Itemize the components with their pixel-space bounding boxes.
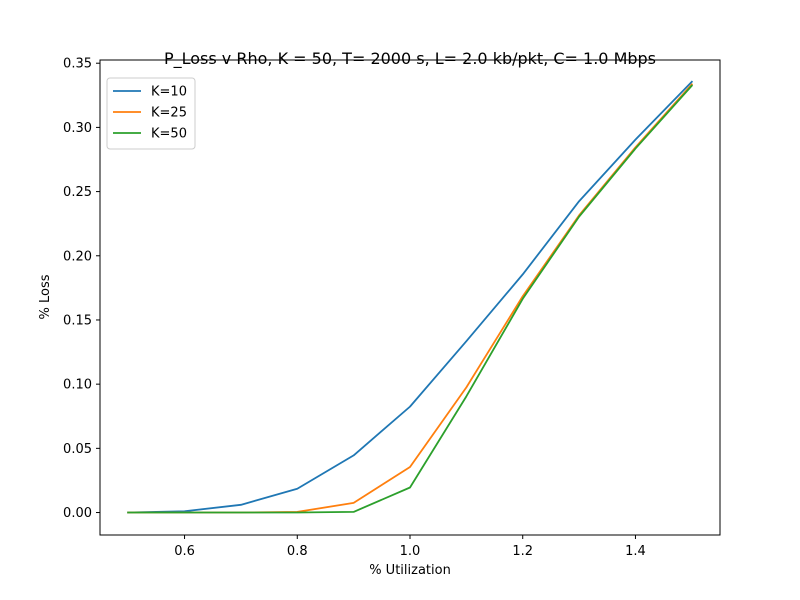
series-line-k50 [127, 84, 694, 514]
y-tick-label: 0.20 [63, 249, 92, 264]
y-tick-label: 0.10 [63, 378, 92, 393]
chart-title: P_Loss v Rho, K = 50, T= 2000 s, L= 2.0 … [164, 49, 656, 69]
x-tick-label: 0.8 [287, 544, 308, 559]
series-line-k10 [127, 80, 694, 514]
y-tick-label: 0.15 [63, 313, 92, 328]
y-tick-label: 0.05 [63, 442, 92, 457]
x-tick-label: 1.4 [625, 544, 646, 559]
x-axis: 0.6 0.8 1.0 1.2 1.4 [174, 535, 646, 559]
x-tick-label: 1.0 [400, 544, 421, 559]
y-axis: 0.00 0.05 0.10 0.15 0.20 0.25 0.30 0.35 [63, 57, 100, 521]
legend-label: K=50 [151, 127, 187, 142]
y-tick-label: 0.00 [63, 506, 92, 521]
y-tick-label: 0.25 [63, 185, 92, 200]
legend-label: K=25 [151, 106, 187, 121]
y-tick-label: 0.30 [63, 121, 92, 136]
x-tick-label: 1.2 [512, 544, 533, 559]
plot-lines [127, 80, 694, 514]
legend-box [106, 77, 196, 150]
x-axis-label: % Utilization [369, 563, 451, 578]
x-tick-label: 0.6 [174, 544, 195, 559]
y-tick-label: 0.35 [63, 57, 92, 72]
y-axis-label: % Loss [38, 274, 53, 319]
legend-label: K=10 [151, 85, 187, 100]
legend: K=10 K=25 K=50 [106, 77, 196, 150]
